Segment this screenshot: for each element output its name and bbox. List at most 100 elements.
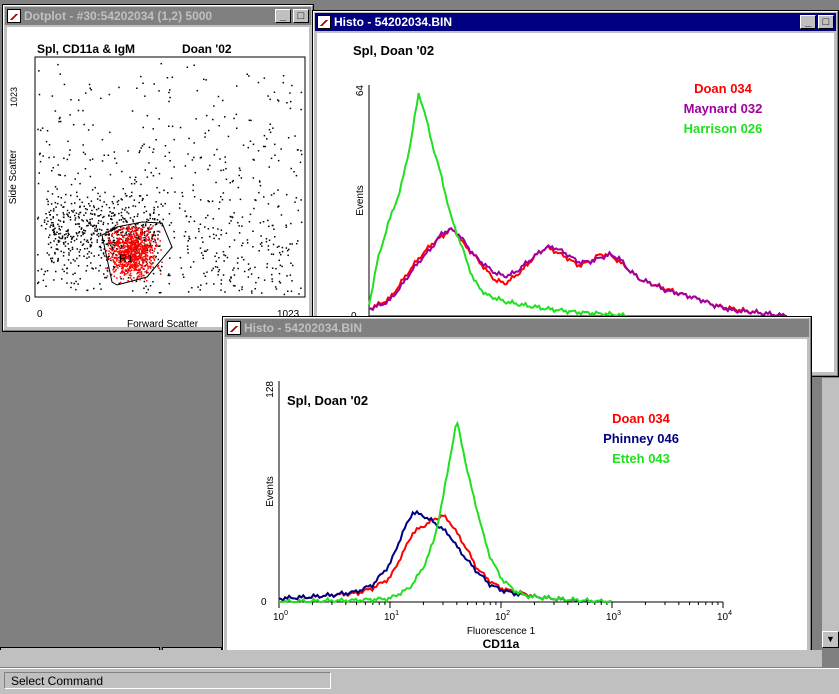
scatter-point (97, 192, 99, 195)
x-tick-label: 100 (273, 610, 288, 623)
scatter-point (73, 209, 75, 212)
gated-point (124, 259, 127, 261)
gated-point (133, 254, 135, 257)
scatter-point (100, 229, 103, 231)
gated-point (127, 235, 130, 237)
gated-point (129, 258, 131, 260)
vertical-scrollbar[interactable]: ▼ (822, 378, 839, 648)
gated-point (126, 243, 128, 245)
scatter-point (106, 267, 109, 269)
scatter-point (149, 224, 152, 226)
scatter-point (125, 207, 127, 209)
dotplot-x-label: Forward Scatter (127, 319, 199, 329)
scatter-point (55, 248, 57, 250)
gated-point (120, 254, 122, 256)
maximize-button[interactable]: □ (818, 15, 834, 29)
scatter-point (86, 289, 88, 292)
gated-point (122, 235, 124, 237)
scatter-point (259, 222, 262, 224)
scatter-point (63, 234, 66, 236)
scatter-point (143, 239, 145, 241)
histo-cd11a-window[interactable]: Histo - 54202034.BIN Spl, Doan '02 Doan 0… (222, 316, 812, 660)
gated-point (145, 270, 148, 273)
gated-point (149, 257, 151, 259)
gated-point (144, 260, 147, 262)
gated-point (126, 241, 128, 244)
gated-point (127, 261, 129, 264)
scatter-point (99, 283, 101, 285)
histo-igm-titlebar[interactable]: Histo - 54202034.BIN _ □ (315, 13, 836, 31)
histo-app-icon[interactable] (317, 15, 331, 29)
minimize-button[interactable]: _ (275, 9, 291, 23)
scatter-point (291, 243, 293, 245)
scatter-point (66, 158, 69, 161)
gated-point (115, 268, 117, 271)
scatter-point (231, 180, 234, 183)
minimize-button[interactable]: _ (800, 15, 816, 29)
dotplot-app-icon[interactable] (7, 9, 21, 23)
scatter-point (205, 79, 207, 81)
scatter-point (52, 224, 54, 226)
gated-point (120, 265, 123, 268)
scatter-point (212, 227, 214, 229)
gated-point (133, 277, 135, 279)
scatter-point (59, 116, 61, 119)
scatter-point (212, 218, 215, 220)
scatter-point (258, 250, 260, 252)
gated-point (113, 232, 116, 234)
gated-point (119, 251, 121, 254)
scatter-point (113, 195, 115, 198)
scatter-point (152, 234, 155, 237)
scatter-point (206, 114, 208, 117)
scatter-point (232, 284, 235, 287)
gated-point (139, 269, 141, 272)
dotplot-window[interactable]: Dotplot - #30:54202034 (1,2) 5000 _ □ Sp… (2, 4, 314, 332)
horizontal-scrollbar[interactable] (0, 650, 822, 667)
scatter-point (212, 233, 215, 236)
scatter-point (269, 98, 271, 101)
gated-point (143, 265, 145, 267)
gate-r1-outline[interactable] (101, 221, 173, 286)
gated-point (132, 255, 135, 258)
gated-point (118, 237, 121, 239)
gated-point (130, 264, 132, 266)
scatter-point (97, 215, 99, 217)
histo-igm-window[interactable]: Histo - 54202034.BIN _ □ Spl, Doan '02 Do… (312, 10, 839, 377)
scatter-point (145, 291, 148, 294)
gated-point (120, 263, 122, 266)
scatter-point (228, 246, 231, 248)
scatter-point (53, 230, 55, 233)
dotplot-titlebar[interactable]: Dotplot - #30:54202034 (1,2) 5000 _ □ (5, 7, 311, 25)
scroll-down-arrow-icon[interactable]: ▼ (822, 631, 839, 648)
gated-point (131, 230, 134, 232)
scatter-point (152, 240, 155, 243)
scatter-point (202, 241, 204, 243)
scatter-point (70, 282, 73, 284)
histo-cd11a-titlebar[interactable]: Histo - 54202034.BIN (225, 319, 809, 337)
gated-point (150, 239, 152, 242)
gated-point (111, 242, 113, 245)
scatter-point (86, 220, 89, 223)
scatter-point (78, 231, 80, 234)
maximize-button[interactable]: □ (293, 9, 309, 23)
scatter-point (185, 215, 188, 217)
scatter-point (144, 224, 147, 227)
scatter-point (99, 264, 101, 267)
gated-point (141, 241, 144, 243)
gated-point (127, 250, 130, 252)
gated-point (130, 275, 132, 277)
gated-point (157, 238, 159, 241)
gated-point (109, 241, 112, 244)
scatter-point (127, 150, 129, 152)
gated-point (154, 244, 157, 247)
gated-point (149, 262, 152, 265)
y-axis-label: Events (265, 476, 276, 507)
scatter-point (261, 241, 263, 244)
scatter-point (271, 280, 274, 283)
scatter-point (238, 174, 240, 177)
scatter-point (214, 255, 216, 257)
scatter-point (93, 255, 95, 257)
scatter-point (68, 254, 70, 256)
histo-app-icon[interactable] (227, 321, 241, 335)
scatter-point (82, 232, 84, 234)
